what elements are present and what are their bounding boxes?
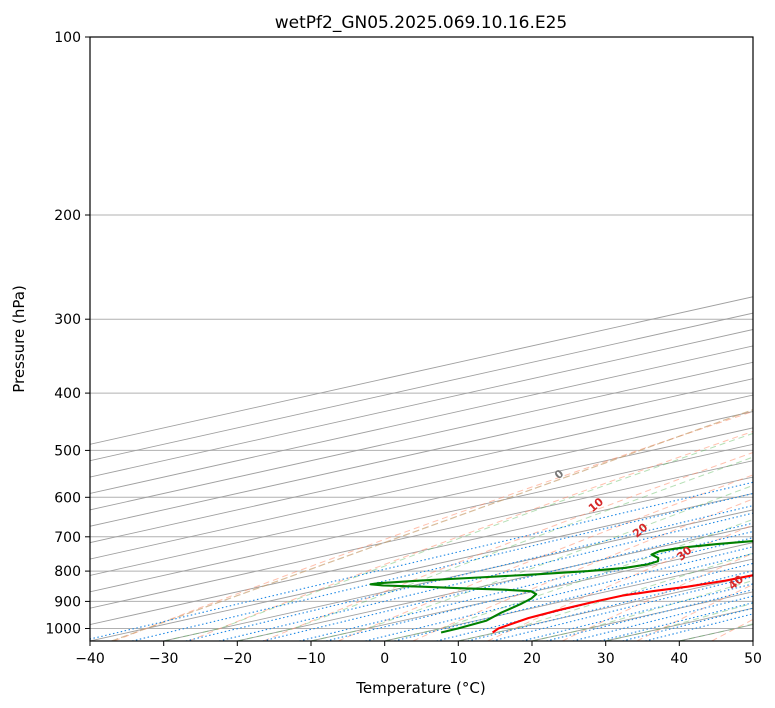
- isotherm-line: [90, 427, 753, 576]
- isotherm-line: [90, 443, 753, 593]
- y-tick-label: 400: [54, 386, 81, 402]
- background-lines: [90, 37, 753, 641]
- x-tick-label: 40: [670, 651, 688, 667]
- axes: −40 −30 −20 −10 0 10 20 30 40 50 100 200 300 400 500 60…: [45, 30, 762, 667]
- x-tick-label: 30: [597, 651, 615, 667]
- mixing-ratio-line: [262, 522, 753, 641]
- mixing-ratio-line: [645, 613, 753, 641]
- mixing-ratio-line: [299, 530, 753, 641]
- dry-adiabat-line: [636, 583, 753, 641]
- mixing-ratio-line: [394, 553, 753, 641]
- x-axis-label: Temperature (°C): [355, 679, 485, 697]
- x-tick-label: −20: [223, 651, 253, 667]
- isotherm-line: [90, 492, 753, 641]
- dry-adiabat-line: [263, 451, 753, 641]
- profile-lines: [369, 539, 753, 634]
- isotherm-line: [90, 312, 753, 462]
- isotherm-line: [90, 476, 753, 626]
- moist-adiabat-line: [384, 518, 753, 641]
- x-tick-label: 20: [523, 651, 541, 667]
- y-tick-label: 200: [54, 208, 81, 224]
- dewpoint-profile-line: [369, 539, 753, 634]
- isotherm-line: [90, 329, 753, 478]
- chart-title: wetPf2_GN05.2025.069.10.16.E25: [275, 13, 567, 33]
- isotherm-line: [90, 296, 753, 445]
- mixing-ratio-line: [622, 607, 753, 641]
- mixing-ratio-line: [218, 512, 753, 641]
- dry-adiabat-line: [188, 430, 753, 641]
- isotherm-line: [90, 411, 753, 560]
- x-tick-label: −40: [75, 651, 105, 667]
- y-tick-label: 1000: [45, 622, 81, 638]
- y-tick-label: 100: [54, 30, 81, 46]
- mixing-ratio-line: [131, 492, 753, 641]
- mixing-ratio-line: [546, 589, 753, 641]
- y-tick-label: 500: [54, 443, 81, 459]
- mixing-ratio-line: [185, 505, 753, 641]
- x-tick-label: −10: [296, 651, 326, 667]
- y-axis-label: Pressure (hPa): [10, 285, 28, 393]
- isotherm-line: [163, 509, 753, 641]
- mixing-ratio-line: [599, 602, 753, 641]
- dry-adiabat-line: [412, 498, 753, 641]
- isotherm-line: [90, 460, 753, 609]
- moist-adiabat-line: [458, 552, 753, 641]
- moist-adiabat-line: [163, 432, 753, 641]
- plot-frame: [89, 36, 754, 642]
- y-tick-label: 900: [54, 594, 81, 610]
- moist-adiabat-line: [237, 456, 753, 641]
- y-tick-label: 300: [54, 312, 81, 328]
- y-tick-label: 700: [54, 530, 81, 546]
- y-tick-label: 600: [54, 490, 81, 506]
- x-tick-label: 50: [744, 651, 762, 667]
- isotherm-line: [90, 394, 753, 544]
- isotherm-line: [237, 525, 753, 641]
- mixing-ratio-line: [572, 595, 753, 641]
- x-tick-label: 0: [380, 651, 389, 667]
- dry-adiabat-line: [487, 524, 753, 641]
- x-tick-label: 10: [449, 651, 467, 667]
- mixing-ratio-line: [90, 481, 753, 640]
- moist-adiabat-line: [531, 579, 753, 641]
- dry-adiabat-line: [338, 474, 753, 641]
- y-tick-label: 800: [54, 564, 81, 580]
- saturation-curve-line: [111, 409, 753, 641]
- x-tick-label: −30: [149, 651, 179, 667]
